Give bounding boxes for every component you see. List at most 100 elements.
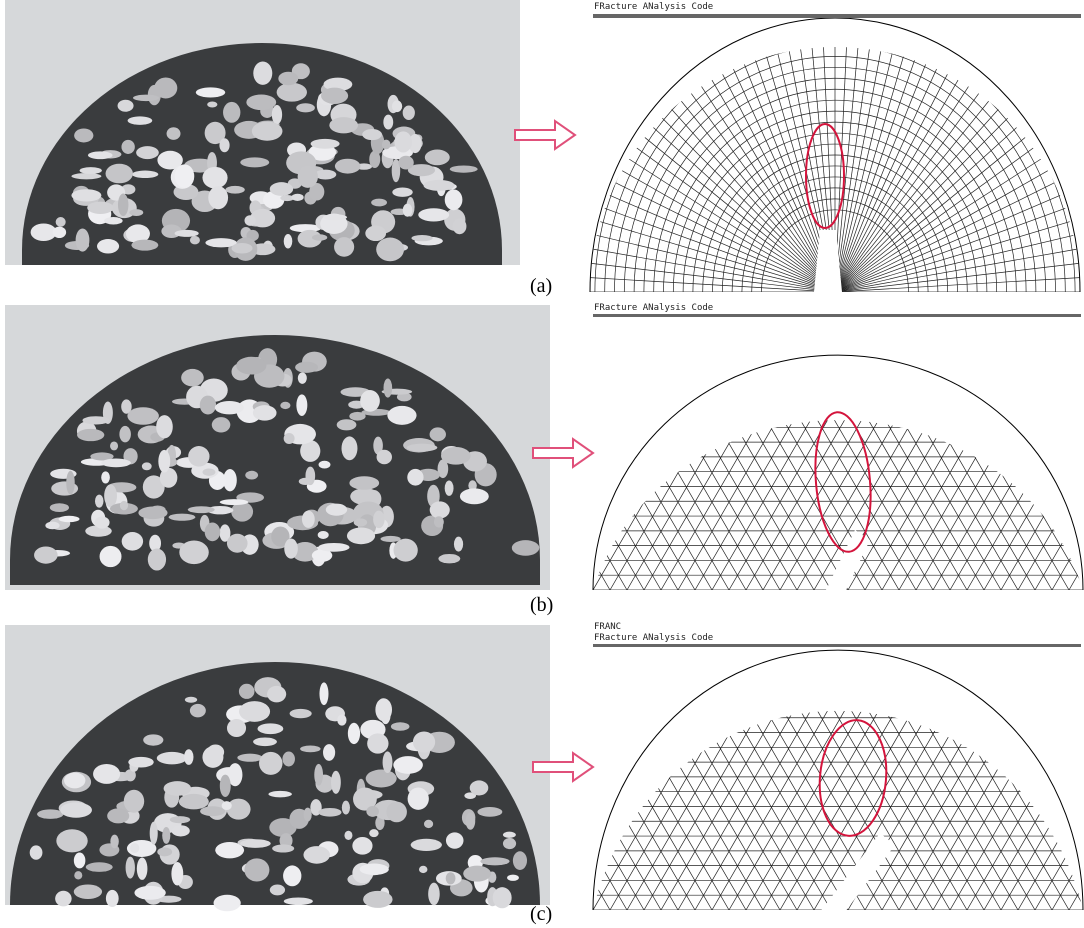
aggregate: [196, 87, 225, 97]
aggregate: [120, 501, 128, 510]
mesh-line: [1037, 650, 1084, 910]
aggregate: [122, 532, 143, 551]
aggregate: [215, 401, 244, 414]
aggregate: [352, 837, 372, 855]
aggregate: [190, 236, 200, 245]
aggregate: [119, 426, 131, 442]
aggregate: [239, 701, 270, 722]
aggregate: [185, 697, 197, 703]
aggregate: [493, 887, 512, 908]
aggregate: [121, 140, 134, 154]
mesh-line: [748, 650, 899, 910]
header-bar: [593, 314, 1081, 317]
mesh-line: [610, 650, 761, 910]
aggregate: [446, 872, 456, 884]
aggregate: [326, 504, 347, 516]
aggregate: [56, 217, 66, 227]
aggregate: [280, 402, 290, 409]
aggregate: [304, 808, 312, 822]
aggregate: [466, 813, 476, 830]
aggregate: [477, 807, 502, 817]
mesh-line: [576, 650, 727, 910]
aggregate: [342, 801, 350, 815]
mesh-line: [1018, 355, 1084, 590]
mesh-line: [561, 650, 712, 910]
mesh-line: [1054, 650, 1084, 910]
aggregate: [342, 436, 358, 460]
aggregate: [175, 164, 194, 188]
aggregate: [334, 237, 354, 257]
aggregate: [318, 531, 329, 539]
aggregate: [291, 194, 303, 201]
mesh-line: [1035, 355, 1084, 590]
mesh-header: FRacture ANalysis Code: [594, 633, 713, 643]
aggregate: [270, 885, 285, 896]
aggregate: [253, 61, 272, 84]
aggregate: [503, 832, 516, 838]
aggregate: [225, 186, 244, 194]
aggregate: [318, 808, 341, 817]
aggregate: [337, 714, 346, 725]
aggregate: [101, 471, 110, 483]
mesh-header: FRacture ANalysis Code: [594, 303, 713, 313]
aggregate: [393, 756, 423, 774]
aggregate: [59, 516, 80, 522]
mesh-line: [967, 650, 1084, 910]
aggregate: [354, 518, 367, 526]
aggregate: [365, 226, 386, 242]
aggregate: [100, 546, 122, 567]
arrow: [515, 121, 575, 149]
mesh-line: [1001, 355, 1084, 590]
aggregate: [312, 234, 327, 241]
aggregate: [34, 546, 58, 563]
aggregate: [373, 511, 384, 528]
aggregate: [200, 396, 216, 415]
aggregate: [423, 180, 454, 191]
aggregate: [137, 858, 148, 880]
aggregate: [236, 357, 266, 375]
aggregate: [220, 499, 249, 505]
aggregate: [284, 897, 313, 905]
aggregate: [392, 100, 402, 112]
aggregate: [290, 709, 312, 718]
aggregate: [181, 369, 204, 387]
aggregate: [380, 536, 400, 542]
mesh-line: [542, 650, 693, 910]
aggregate: [133, 95, 159, 101]
aggregate: [329, 117, 358, 133]
mesh-line: [933, 650, 1084, 910]
aggregate: [175, 230, 199, 237]
aggregate: [391, 722, 410, 731]
aggregate: [171, 862, 183, 885]
aggregate: [387, 406, 416, 425]
aggregate: [283, 865, 301, 886]
mesh-line: [884, 650, 1035, 910]
aggregate: [104, 217, 123, 225]
aggregate: [205, 523, 221, 542]
aggregate: [259, 752, 282, 775]
aggregate: [157, 752, 187, 764]
aggregate: [203, 468, 216, 475]
aggregate: [87, 202, 113, 214]
mesh-line: [714, 650, 865, 910]
mesh-line: [1052, 355, 1084, 590]
aggregate: [246, 95, 276, 111]
aggregate: [319, 461, 331, 469]
mesh-line: [918, 650, 1069, 910]
aggregate: [156, 415, 173, 438]
aggregate: [268, 791, 291, 797]
aggregate: [93, 764, 120, 784]
header-bar: [593, 14, 1081, 18]
aggregate: [170, 816, 190, 823]
aggregate: [445, 480, 454, 495]
mesh-line: [763, 650, 914, 910]
aggregate: [110, 835, 118, 849]
mesh-line: [816, 650, 967, 910]
aggregate: [37, 809, 63, 818]
aggregate: [298, 166, 318, 188]
aggregate: [311, 139, 340, 149]
aggregate: [277, 83, 307, 102]
aggregate: [245, 471, 258, 480]
aggregate: [298, 372, 307, 383]
mesh-line: [627, 650, 778, 910]
